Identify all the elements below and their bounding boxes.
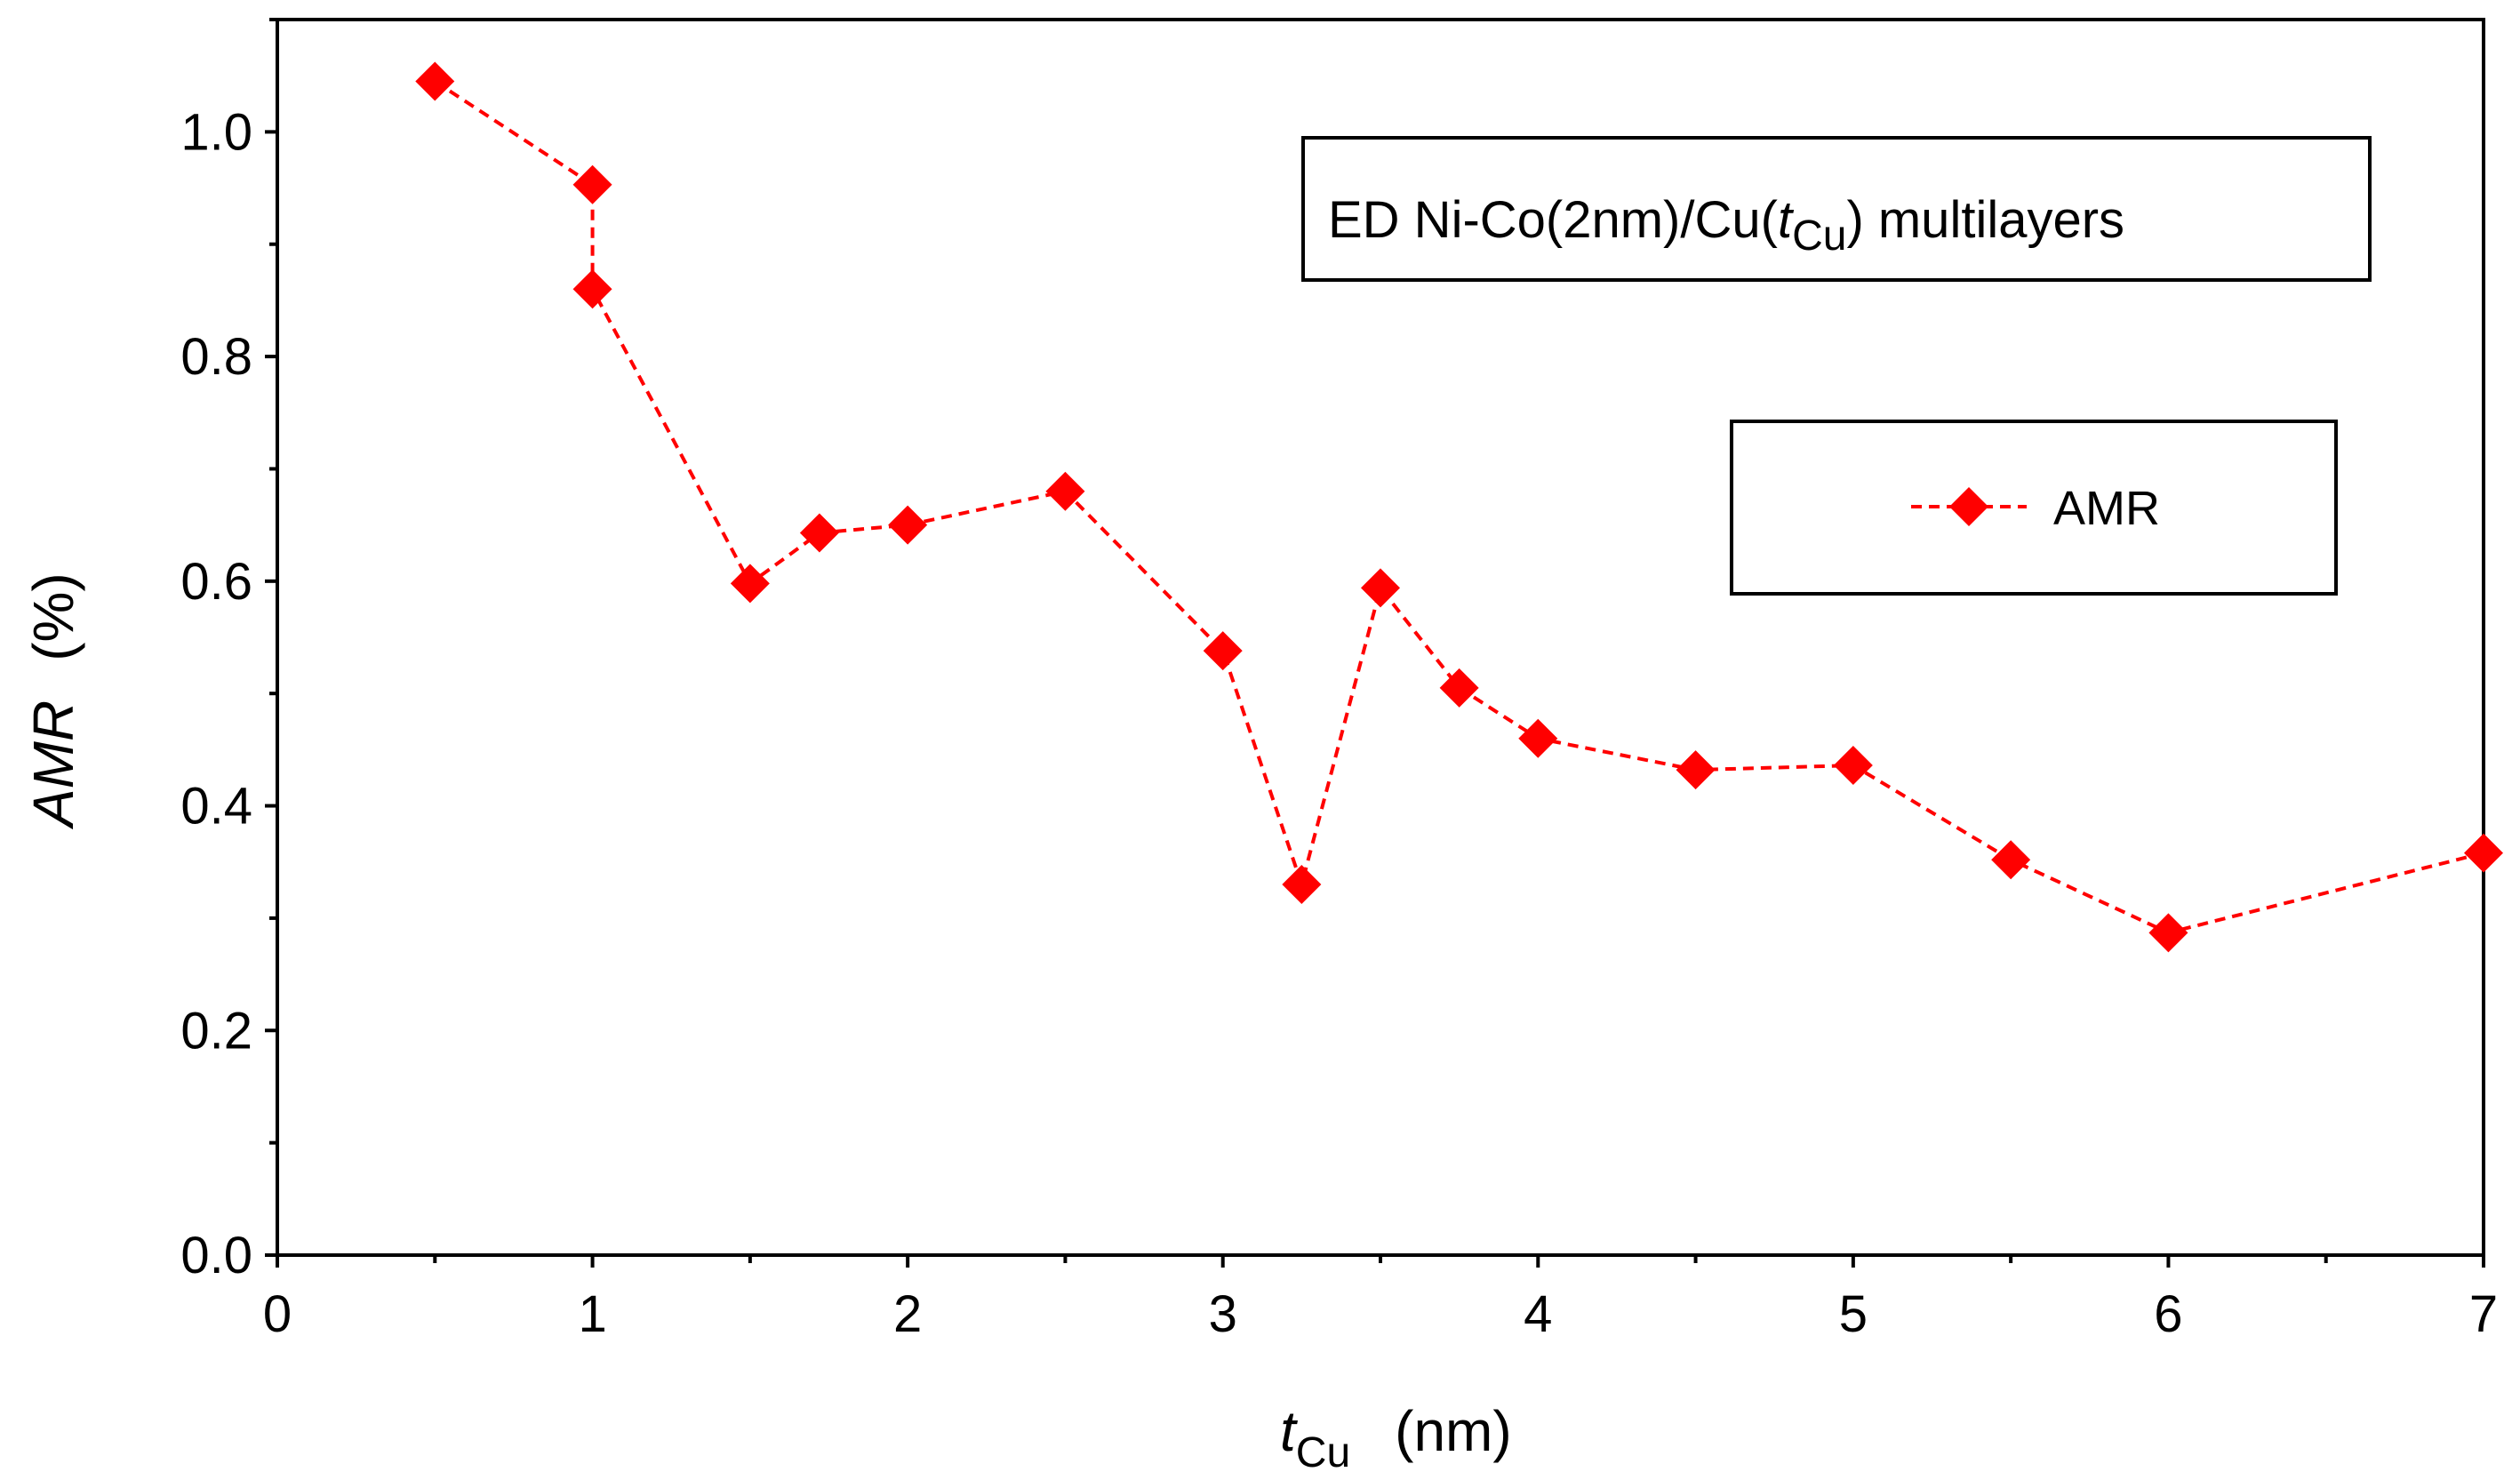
y-tick-label: 0.4 [180, 778, 252, 836]
data-point-marker [730, 564, 770, 604]
y-axis-title-var: AMR [21, 700, 85, 830]
data-point-marker [1833, 746, 1873, 786]
data-point-marker [572, 269, 612, 309]
chart-title: ED Ni-Co(2nm)/Cu(tCu) multilayers [1328, 191, 2124, 260]
data-point-marker [888, 505, 928, 545]
data-point-marker [1518, 718, 1558, 758]
data-point-marker [799, 513, 839, 553]
x-tick-label: 3 [1209, 1285, 1237, 1343]
series-markers-amr [415, 61, 2503, 953]
x-tick-label: 1 [578, 1285, 606, 1343]
x-tick-label: 2 [893, 1285, 922, 1343]
data-point-marker [2148, 913, 2188, 953]
chart-title-suffix: ) multilayers [1846, 191, 2124, 249]
axis-ticks [265, 18, 2485, 1268]
data-point-marker [1361, 568, 1400, 608]
x-tick-label: 7 [2469, 1285, 2498, 1343]
data-point-marker [1045, 471, 1085, 511]
y-tick-label: 0.0 [180, 1227, 252, 1284]
chart-title-var: t [1778, 191, 1795, 249]
data-point-marker [1676, 750, 1716, 790]
title-box [1301, 136, 2372, 282]
data-point-marker [415, 61, 455, 101]
axis-tick-labels: 0 1 2 3 4 5 6 7 0.0 0.2 0.4 0.6 0.8 1.0 [180, 103, 2498, 1343]
data-point-marker [1991, 840, 2031, 880]
y-tick-label: 0.2 [180, 1002, 252, 1060]
x-axis-title: tCu (nm) [1280, 1399, 1512, 1476]
data-point-marker [2464, 833, 2503, 873]
y-tick-label: 0.8 [180, 328, 252, 386]
data-point-marker [572, 164, 612, 204]
y-axis-title: AMR (%) [21, 572, 85, 830]
data-point-marker [1203, 631, 1243, 671]
chart-title-prefix: ED Ni-Co(2nm)/Cu( [1328, 191, 1778, 249]
chart-title-sub: Cu [1792, 212, 1846, 260]
x-axis-title-var: t [1280, 1399, 1298, 1463]
x-tick-label: 0 [263, 1285, 292, 1343]
legend-marker [1949, 487, 1988, 526]
x-axis-title-sub: Cu [1296, 1429, 1350, 1476]
data-point-marker [1282, 865, 1322, 904]
x-tick-label: 5 [1839, 1285, 1868, 1343]
x-tick-label: 4 [1524, 1285, 1552, 1343]
x-tick-label: 6 [2154, 1285, 2182, 1343]
y-axis-title-unit: (%) [21, 572, 85, 661]
legend-box [1730, 420, 2338, 596]
legend-label: AMR [2053, 482, 2160, 535]
y-tick-label: 1.0 [180, 103, 252, 161]
x-axis-title-unit: (nm) [1395, 1399, 1512, 1463]
y-tick-label: 0.6 [180, 553, 252, 611]
data-point-marker [1439, 668, 1479, 708]
